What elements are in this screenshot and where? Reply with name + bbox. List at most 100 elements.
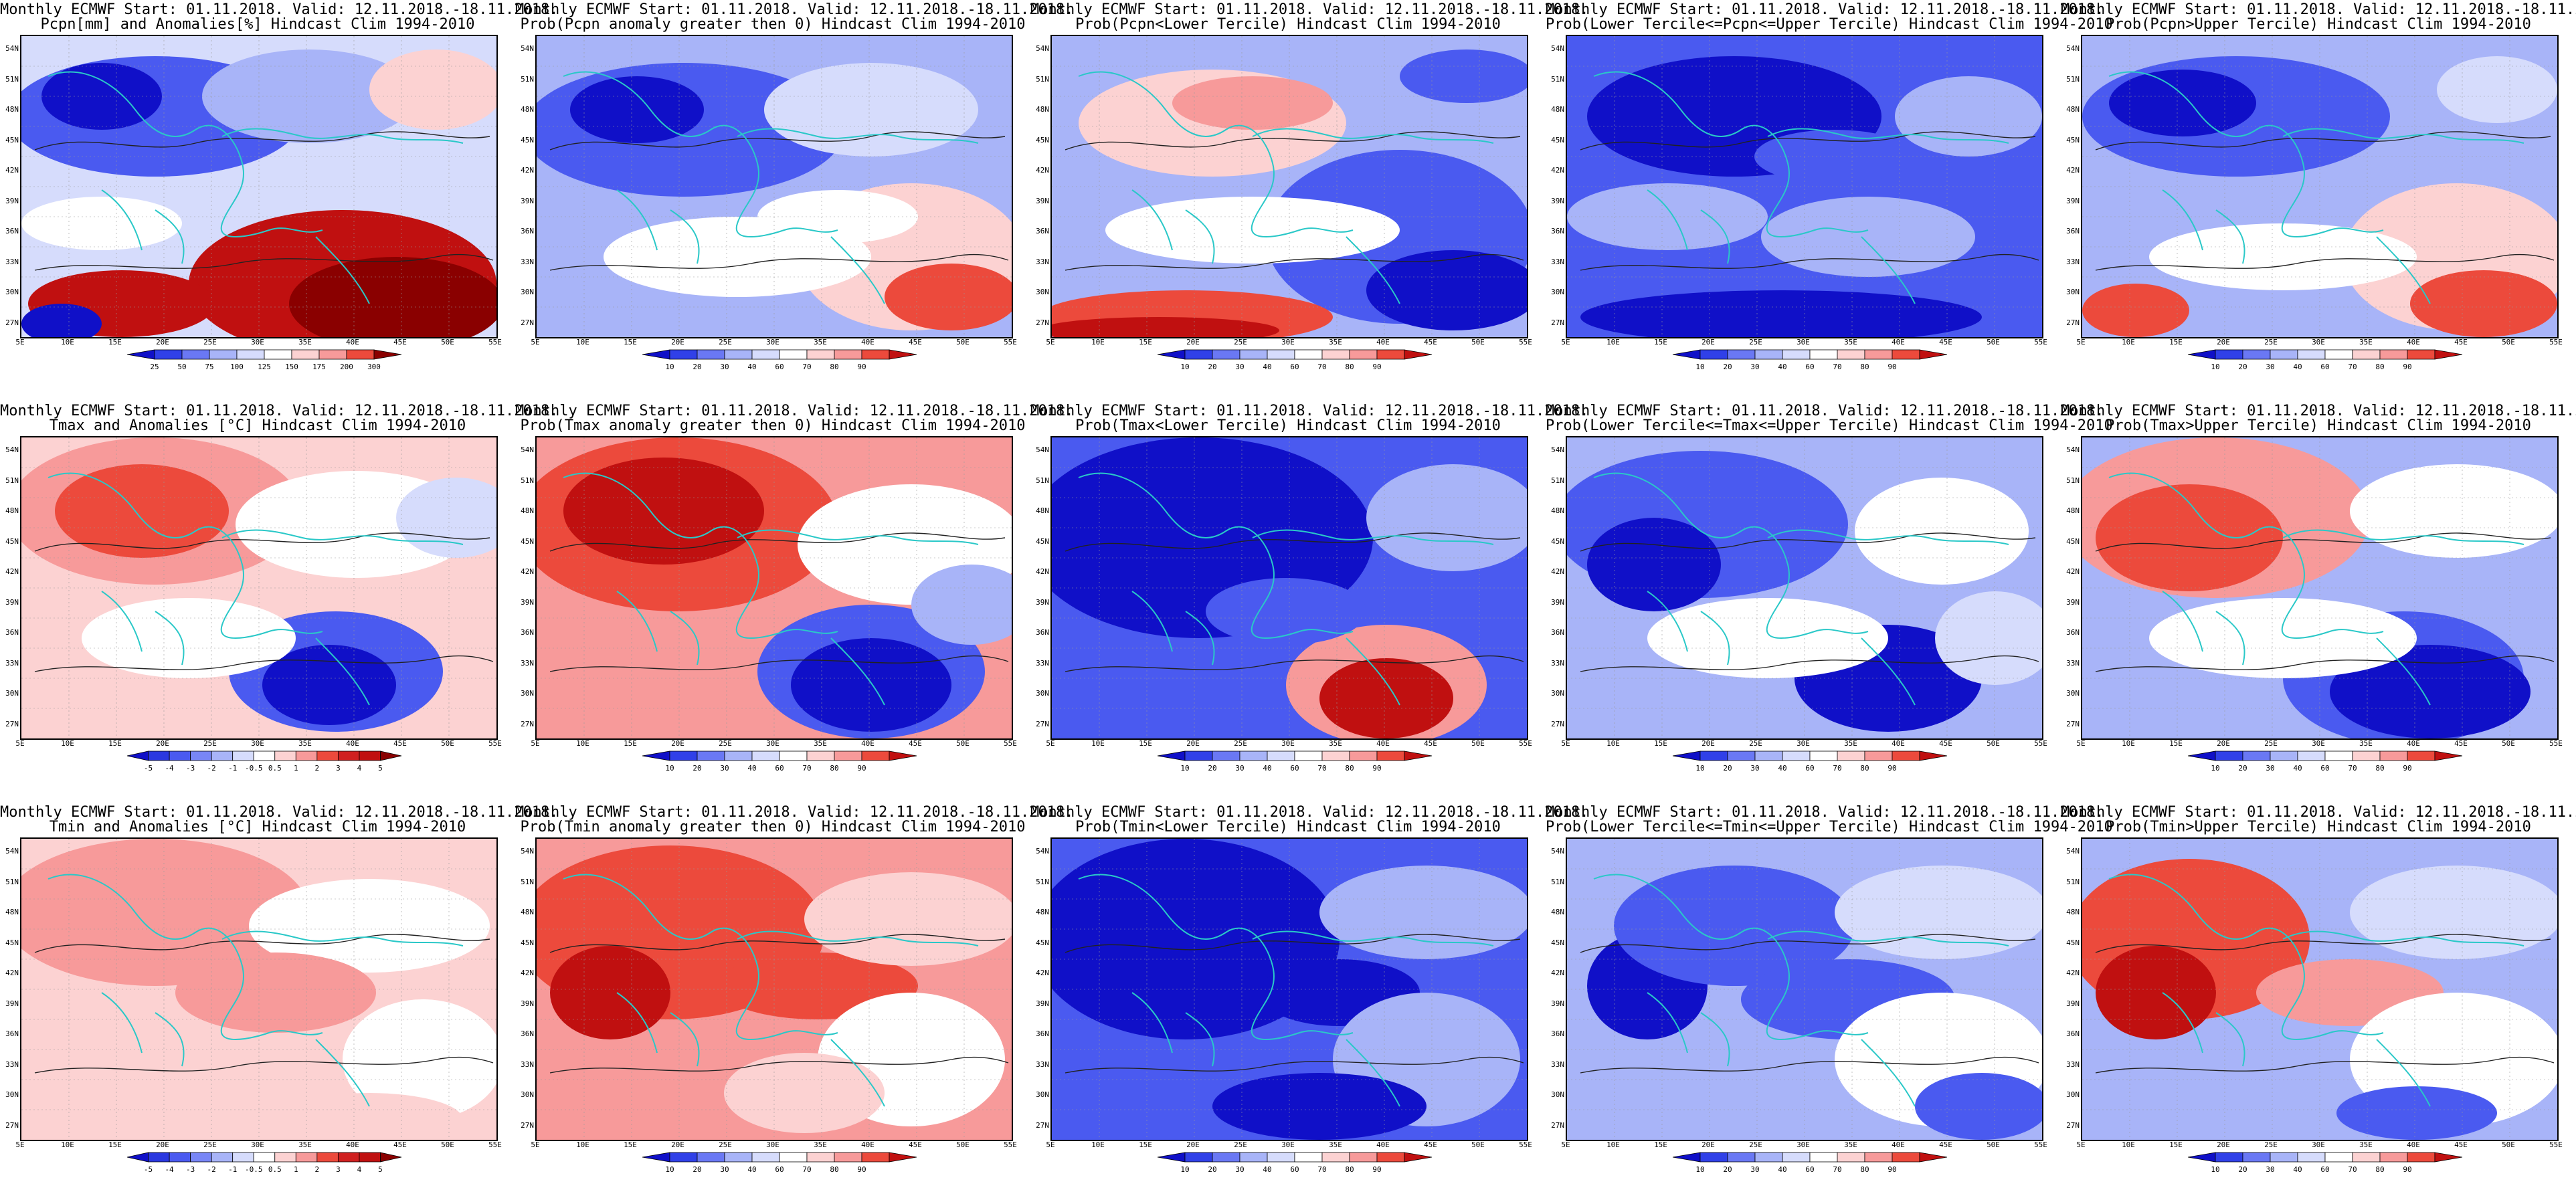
colorbar-segment	[1809, 349, 1838, 360]
longitude-label: 55E	[2549, 739, 2563, 748]
longitude-label: 35E	[814, 1140, 827, 1149]
shaded-region	[791, 638, 951, 732]
colorbar-tick-label: 10	[1695, 764, 1705, 773]
panel-subtitle: Prob(Tmin anomaly greater then 0) Hindca…	[520, 819, 1026, 835]
colorbar-tick-label: 60	[1805, 764, 1815, 773]
longitude-label: 5E	[2076, 739, 2086, 748]
contour-line	[2095, 655, 2555, 672]
colorbar-segment	[1404, 1152, 1433, 1163]
longitude-label: 10E	[2122, 1140, 2135, 1149]
colorbar-segment	[1404, 349, 1433, 360]
longitude-label: 30E	[251, 739, 264, 748]
longitude-label: 10E	[1091, 1140, 1105, 1149]
contour-line	[1580, 131, 2036, 150]
contour-line	[2095, 934, 2551, 953]
colorbar-tick-label: 30	[2266, 363, 2275, 371]
contour-line	[549, 934, 1006, 953]
latitude-label: 45N	[521, 938, 534, 947]
longitude-label: 25E	[2264, 739, 2278, 748]
shaded-region	[55, 464, 229, 558]
longitude-label: 20E	[2217, 739, 2230, 748]
coastline	[1767, 128, 2009, 144]
latitude-label: 33N	[1036, 257, 1049, 266]
colorbar-tick-label: 90	[857, 764, 866, 773]
latitude-label: 51N	[521, 74, 534, 84]
contour-line	[549, 254, 1009, 271]
colorbar-segment	[2215, 349, 2243, 360]
latitude-label: 45N	[5, 938, 19, 947]
longitude-label: 40E	[2407, 739, 2420, 748]
colorbar-tick-label: 2	[314, 1165, 320, 1174]
longitude-label: 35E	[2359, 338, 2373, 346]
shaded-region	[21, 304, 102, 337]
panel-subtitle: Tmax and Anomalies [°C] Hindcast Clim 19…	[49, 417, 466, 434]
colorbar-segment	[806, 1152, 835, 1163]
latitude-label: 45N	[521, 536, 534, 546]
latitude-label: 36N	[2066, 1029, 2080, 1038]
latitude-label: 27N	[5, 1120, 19, 1130]
coastline	[2282, 529, 2524, 545]
latitude-label: 27N	[1551, 719, 1564, 728]
shaded-region	[1212, 1073, 1427, 1140]
coastline	[1252, 930, 1494, 946]
colorbar-tick-label: 4	[357, 1165, 362, 1174]
latitude-label: 45N	[5, 536, 19, 546]
colorbar-segment	[1754, 349, 1783, 360]
longitude-label: 25E	[1749, 1140, 1762, 1149]
colorbar-segment	[2407, 750, 2435, 761]
colorbar-tick-label: -0.5	[244, 1165, 263, 1174]
latitude-label: 48N	[5, 908, 19, 916]
longitude-label: 40E	[1892, 1140, 1905, 1149]
forecast-map	[1050, 837, 1528, 1141]
colorbar-tick-label: 80	[1860, 764, 1869, 773]
longitude-label: 50E	[956, 739, 970, 748]
latitude-label: 54N	[5, 445, 19, 454]
longitude-label: 35E	[2359, 739, 2373, 748]
colorbar-tick-label: -3	[185, 1165, 195, 1174]
longitude-label: 35E	[1844, 1140, 1857, 1149]
latitude-label: 33N	[521, 257, 534, 266]
colorbar-segment	[148, 1152, 170, 1163]
latitude-label: 27N	[2066, 318, 2080, 327]
colorbar-segment	[346, 349, 375, 360]
longitude-label: 55E	[488, 1140, 502, 1149]
colorbar-segment	[253, 750, 276, 761]
latitude-label: 33N	[5, 658, 19, 668]
longitude-label: 15E	[2169, 739, 2183, 748]
latitude-label: 30N	[521, 689, 534, 698]
coastline	[48, 472, 323, 639]
latitude-label: 27N	[1036, 719, 1049, 728]
longitude-label: 45E	[1424, 338, 1437, 346]
coastline	[1647, 189, 1916, 304]
colorbar-segment	[2270, 750, 2298, 761]
longitude-label: 50E	[441, 739, 454, 748]
longitude-label: 40E	[861, 1140, 875, 1149]
longitude-label: 5E	[531, 338, 540, 346]
colorbar-segment	[126, 750, 149, 761]
colorbar-tick-label: 1	[293, 764, 298, 773]
latitude-label: 33N	[5, 1060, 19, 1069]
latitude-label: 33N	[1036, 1060, 1049, 1069]
colorbar-segment	[2379, 750, 2408, 761]
colorbar-segment	[2324, 349, 2353, 360]
longitude-label: 30E	[251, 338, 264, 346]
colorbar-segment	[751, 349, 780, 360]
colorbar-tick-label: 70	[1317, 764, 1327, 773]
colorbar-tick-label: 60	[2320, 1165, 2330, 1174]
coastline	[221, 128, 464, 144]
latitude-label: 45N	[521, 135, 534, 144]
colorbar-segment	[806, 349, 835, 360]
colorbar-segment	[1727, 750, 1756, 761]
forecast-panel-r1c1: Monthly ECMWF Start: 01.11.2018. Valid: …	[0, 0, 558, 401]
latitude-label: 51N	[2066, 476, 2080, 485]
latitude-label: 36N	[521, 628, 534, 637]
latitude-label: 30N	[521, 1090, 534, 1099]
latitude-label: 36N	[5, 628, 19, 637]
colorbar-tick-label: 80	[1345, 764, 1354, 773]
colorbar-tick-label: 90	[2403, 1165, 2412, 1174]
longitude-label: 30E	[2312, 338, 2325, 346]
colorbar-tick-label: 10	[2211, 764, 2220, 773]
coastline	[1252, 529, 1494, 545]
colorbar-segment	[190, 1152, 212, 1163]
coastline	[2162, 591, 2431, 706]
